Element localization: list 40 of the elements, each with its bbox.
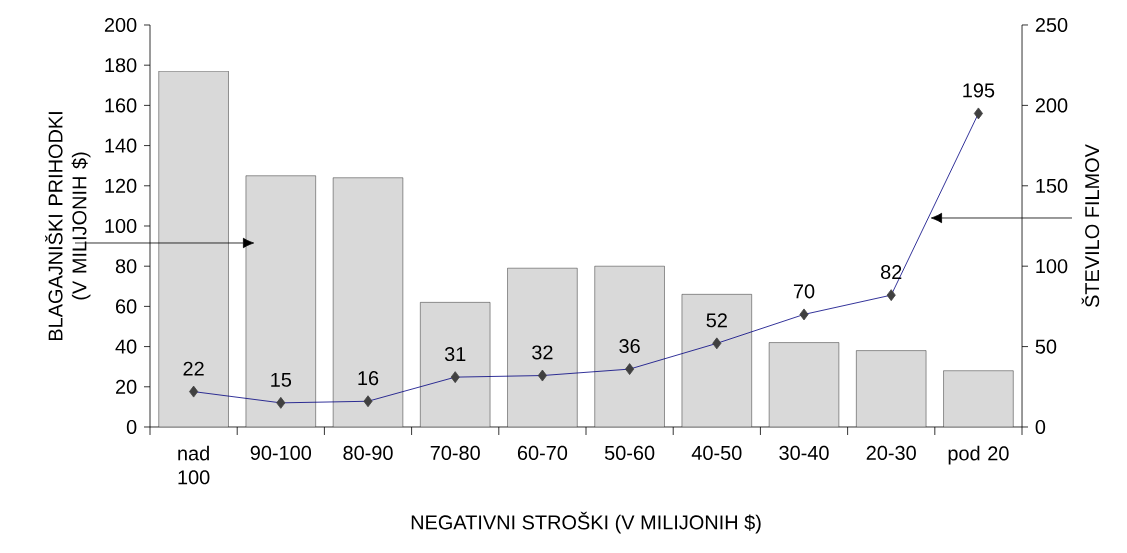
x-tick-label: 80-90 — [343, 445, 393, 460]
y-axis-title: BLAGAJNIŠKI PRIHODKI (V MILIJONIH $) — [45, 112, 91, 341]
x-tick-label: 50-60 — [604, 445, 655, 460]
x-tick-label: 30-40 — [779, 445, 829, 460]
x-axis-title: NEGATIVNI STROŠKI (V MILIJONIH $) — [411, 511, 761, 534]
data-label: 82 — [880, 264, 902, 280]
y-tick-label: 20 — [116, 379, 137, 394]
y2-tick-label: 150 — [1036, 178, 1068, 193]
y-tick-label: 200 — [104, 17, 137, 33]
x-tick-label: pod 20 — [948, 445, 1009, 465]
x-tick-label: 90-100 — [250, 445, 312, 460]
y2-axis-title: ŠTEVILO FILMOV — [1081, 144, 1100, 308]
y2-tick-label: 200 — [1035, 98, 1068, 113]
y-tick-label: 80 — [115, 259, 137, 274]
x-tick-label: 70-80 — [430, 445, 480, 460]
data-label: 15 — [271, 372, 292, 387]
y-tick-label: 60 — [116, 299, 137, 314]
y-tick-label: 180 — [105, 58, 137, 73]
y-tick-label: 0 — [126, 419, 137, 435]
y2-tick-label: 50 — [1035, 339, 1057, 354]
data-label: 16 — [358, 371, 379, 386]
data-label: 52 — [706, 313, 727, 328]
y-tick-label: 120 — [105, 178, 137, 193]
x-tick-label: nad 100 — [178, 445, 210, 485]
x-tick-label: 60-70 — [517, 445, 568, 460]
data-label: 22 — [183, 361, 204, 376]
y2-tick-label: 100 — [1036, 259, 1068, 274]
data-label: 70 — [793, 284, 815, 299]
y-tick-label: 100 — [105, 218, 137, 234]
y2-tick-label: 0 — [1035, 419, 1046, 435]
y-tick-label: 160 — [105, 98, 137, 113]
y2-tick-label: 250 — [1035, 17, 1068, 33]
data-label: 31 — [444, 347, 466, 362]
y-tick-label: 140 — [105, 138, 137, 153]
data-label: 195 — [963, 83, 995, 98]
x-tick-label: 40-50 — [691, 445, 742, 460]
y-tick-label: 40 — [115, 339, 137, 354]
x-tick-label: 20-30 — [866, 445, 916, 460]
data-label: 32 — [532, 345, 553, 360]
data-label: 36 — [619, 338, 640, 354]
